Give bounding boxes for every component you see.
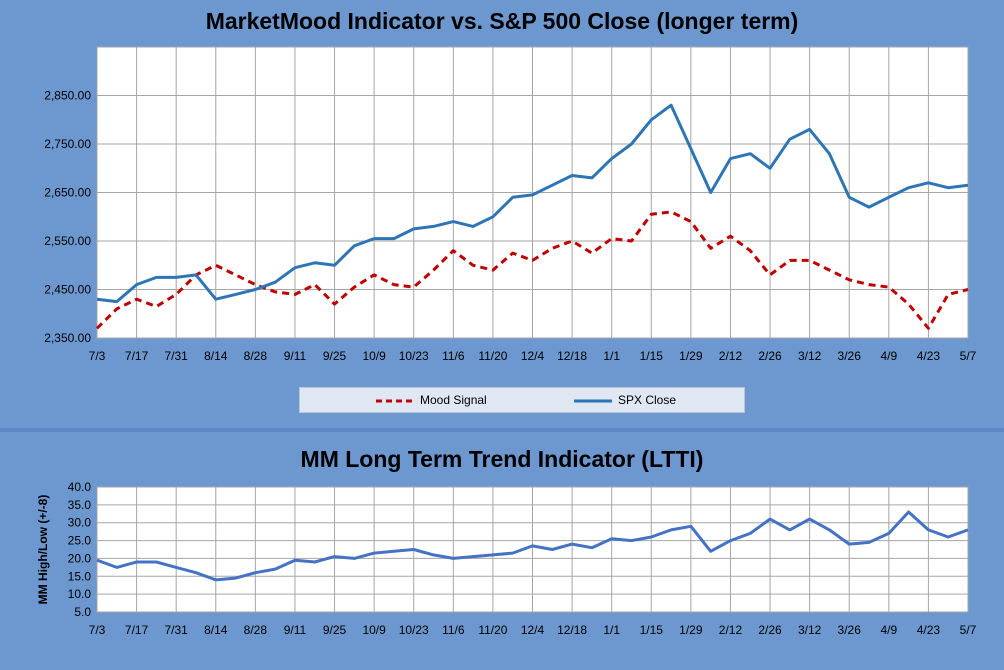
c1-x-tick-label: 4/9 (880, 623, 897, 637)
c0-x-tick-label: 1/1 (603, 349, 620, 363)
c0-x-tick-label: 2/26 (758, 349, 782, 363)
c1-x-tick-label: 1/15 (640, 623, 664, 637)
c1-x-tick-label: 1/1 (603, 623, 620, 637)
chart-2-title: MM Long Term Trend Indicator (LTTI) (300, 446, 704, 472)
chart-1-title: MarketMood Indicator vs. S&P 500 Close (… (205, 8, 799, 34)
c0-x-tick-label: 10/23 (399, 349, 429, 363)
c0-x-tick-label: 3/12 (798, 349, 822, 363)
c0-y-tick-label: 2,850.00 (44, 89, 91, 103)
c1-x-tick-label: 12/4 (521, 623, 545, 637)
c0-x-tick-label: 8/28 (244, 349, 268, 363)
c1-x-tick-label: 3/12 (798, 623, 822, 637)
c1-x-tick-label: 10/23 (399, 623, 429, 637)
c0-x-tick-label: 8/14 (204, 349, 228, 363)
c1-x-tick-label: 10/9 (362, 623, 386, 637)
c0-y-tick-label: 2,750.00 (44, 137, 91, 151)
c0-x-tick-label: 2/12 (719, 349, 743, 363)
legend-spx-close-swatch (574, 399, 612, 403)
c1-x-tick-label: 7/17 (125, 623, 149, 637)
c1-y-tick-label: 15.0 (68, 569, 92, 583)
c1-x-tick-label: 9/11 (284, 623, 307, 637)
c1-x-tick-label: 2/12 (719, 623, 743, 637)
c1-x-tick-label: 9/25 (323, 623, 347, 637)
c1-y-tick-label: 40.0 (68, 480, 92, 494)
c1-x-tick-label: 5/7 (960, 623, 977, 637)
c1-y-tick-label: 10.0 (68, 587, 92, 601)
c1-x-tick-label: 3/26 (838, 623, 862, 637)
c1-y-axis-title: MM High/Low (+/-8) (36, 495, 50, 605)
c0-x-tick-label: 1/29 (679, 349, 703, 363)
c1-series-ltti (96, 510, 969, 582)
c1-x-tick-label: 8/28 (244, 623, 268, 637)
legend-mood-signal-swatch (376, 399, 414, 403)
c0-y-tick-label: 2,550.00 (44, 234, 91, 248)
c0-x-tick-label: 11/6 (442, 349, 465, 363)
c0-series-mood-signal (95, 210, 969, 330)
c0-x-tick-label: 10/9 (362, 349, 386, 363)
c0-x-tick-label: 7/17 (125, 349, 149, 363)
c1-x-tick-label: 7/31 (165, 623, 189, 637)
legend-mood-signal-label: Mood Signal (420, 393, 487, 407)
c0-x-tick-label: 5/7 (960, 349, 977, 363)
c0-x-tick-label: 11/20 (478, 349, 507, 363)
c1-y-tick-label: 25.0 (68, 534, 92, 548)
c0-x-tick-label: 7/31 (165, 349, 189, 363)
c1-y-tick-label: 20.0 (68, 551, 92, 565)
c0-x-tick-label: 4/23 (917, 349, 941, 363)
c0-y-tick-label: 2,650.00 (44, 186, 91, 200)
c0-series-spx-close (96, 103, 969, 304)
c1-x-tick-label: 12/18 (557, 623, 587, 637)
c0-y-tick-label: 2,350.00 (44, 331, 91, 345)
chart-1-legend: Mood Signal SPX Close (299, 387, 745, 413)
c0-x-tick-label: 12/4 (521, 349, 545, 363)
legend-spx-close-label: SPX Close (618, 393, 677, 407)
c1-y-tick-label: 35.0 (68, 498, 92, 512)
c1-x-tick-label: 11/6 (442, 623, 465, 637)
c1-x-tick-label: 7/3 (89, 623, 106, 637)
c1-x-tick-label: 8/14 (204, 623, 228, 637)
c0-x-tick-label: 3/26 (838, 349, 862, 363)
c1-x-tick-label: 2/26 (758, 623, 782, 637)
c1-x-tick-label: 1/29 (679, 623, 703, 637)
c0-x-tick-label: 12/18 (557, 349, 587, 363)
c0-x-tick-label: 1/15 (640, 349, 664, 363)
c0-x-tick-label: 7/3 (89, 349, 106, 363)
c1-y-tick-label: 30.0 (68, 516, 92, 530)
c0-x-tick-label: 9/25 (323, 349, 347, 363)
c1-x-tick-label: 11/20 (478, 623, 507, 637)
c0-y-tick-label: 2,450.00 (44, 283, 91, 297)
c0-x-tick-label: 4/9 (880, 349, 897, 363)
c1-x-tick-label: 4/23 (917, 623, 941, 637)
c1-y-tick-label: 5.0 (74, 605, 91, 619)
c0-x-tick-label: 9/11 (284, 349, 307, 363)
